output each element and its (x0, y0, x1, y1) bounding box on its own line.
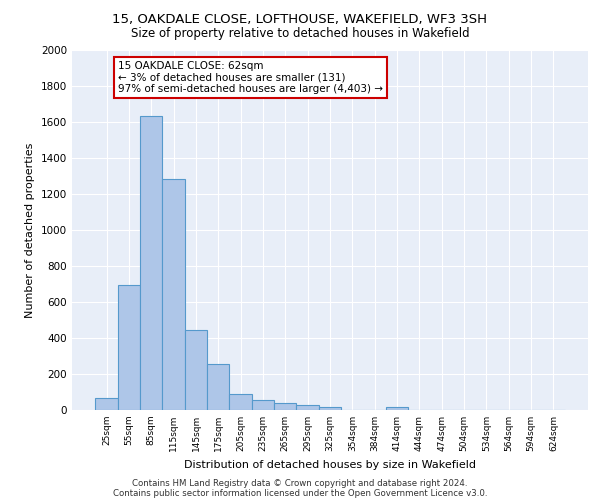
Bar (229, 394, 252, 410)
Bar (140, 116, 163, 410)
Text: Contains public sector information licensed under the Open Government Licence v3: Contains public sector information licen… (113, 488, 487, 498)
Text: 15, OAKDALE CLOSE, LOFTHOUSE, WAKEFIELD, WF3 3SH: 15, OAKDALE CLOSE, LOFTHOUSE, WAKEFIELD,… (113, 12, 487, 26)
Bar (163, 178, 185, 410)
Bar (296, 405, 319, 410)
Bar (207, 364, 229, 410)
Bar (185, 330, 207, 410)
Y-axis label: Number of detached properties: Number of detached properties (25, 142, 35, 318)
Bar (95, 398, 118, 410)
Bar (118, 285, 140, 410)
Bar (319, 407, 341, 410)
Bar (386, 407, 408, 410)
Text: 15 OAKDALE CLOSE: 62sqm
← 3% of detached houses are smaller (131)
97% of semi-de: 15 OAKDALE CLOSE: 62sqm ← 3% of detached… (118, 61, 383, 94)
Bar (252, 400, 274, 410)
X-axis label: Distribution of detached houses by size in Wakefield: Distribution of detached houses by size … (184, 460, 476, 469)
Bar (274, 403, 296, 410)
Text: Size of property relative to detached houses in Wakefield: Size of property relative to detached ho… (131, 28, 469, 40)
Text: Contains HM Land Registry data © Crown copyright and database right 2024.: Contains HM Land Registry data © Crown c… (132, 478, 468, 488)
